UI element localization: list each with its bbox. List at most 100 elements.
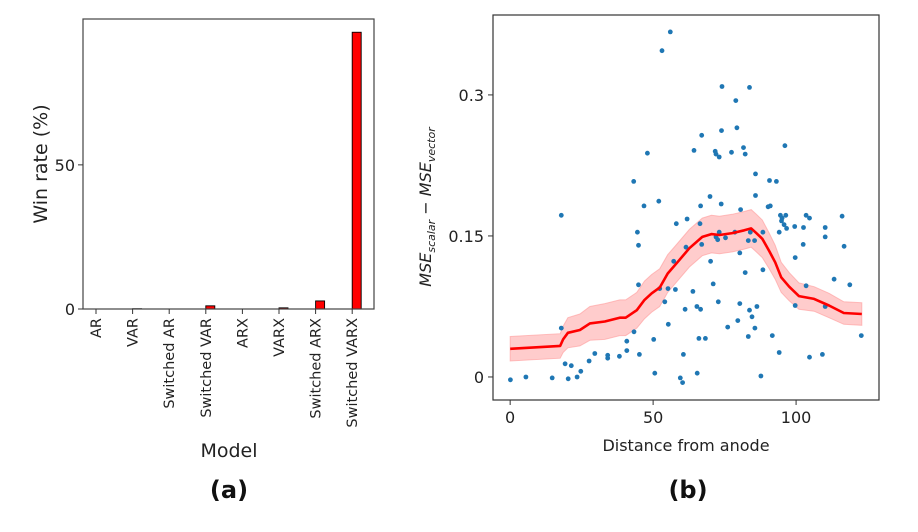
y-ticks: 0 50: [55, 156, 83, 319]
scatter-point: [767, 203, 773, 209]
scatter-point: [781, 222, 787, 228]
x-tick-label: 100: [781, 408, 812, 427]
bar-switched-varx: [351, 31, 362, 310]
scatter-point: [716, 229, 722, 235]
scatter-point: [776, 229, 782, 235]
scatter-point: [636, 282, 641, 288]
scatter-point: [725, 324, 731, 330]
scatter-point: [784, 226, 789, 231]
scatter-chart-panel: 00.150.3 0 50 100 MSEscalar − MSEvector Di…: [416, 14, 880, 504]
scatter-point: [733, 98, 739, 103]
x-ticks: AR VAR Switched AR Switched VAR ARX VARX Switc…: [89, 309, 361, 428]
scatter-point: [690, 289, 696, 294]
ylabel-base-1: MSE: [416, 252, 435, 287]
scatter-point: [631, 179, 637, 184]
scatter-point: [716, 154, 722, 160]
scatter-point: [719, 128, 724, 134]
scatter-point: [783, 212, 789, 218]
x-ticks: 0 50 100: [505, 400, 811, 427]
x-tick-label: 50: [643, 408, 663, 427]
x-tick-label: VARX: [272, 318, 288, 357]
axes-frame-a: [82, 18, 375, 310]
scatter-point: [696, 336, 702, 341]
scatter-point: [723, 235, 728, 241]
scatter-point: [715, 237, 721, 243]
scatter-point: [774, 179, 779, 184]
scatter-point: [754, 304, 760, 309]
scatter-point: [776, 350, 782, 355]
scatter-point: [574, 374, 580, 380]
scatter-point: [694, 370, 700, 376]
y-tick-label: 50: [55, 156, 75, 175]
scatter-points: [508, 29, 864, 385]
ylabel-base-2: MSE: [416, 161, 435, 196]
x-tick-label: Switched VARX: [345, 318, 361, 428]
scatter-point: [742, 151, 748, 157]
axes-frame-b: [492, 14, 880, 401]
scatter-point: [803, 283, 809, 289]
scatter-point: [758, 373, 764, 379]
scatter-point: [820, 352, 825, 357]
scatter-point: [792, 303, 798, 308]
scatter-point: [782, 143, 788, 149]
scatter-point: [635, 229, 640, 235]
ylabel-sub-1: scalar: [425, 218, 438, 252]
scatter-point: [641, 203, 647, 209]
scatter-point: [694, 304, 700, 309]
scatter-point: [558, 325, 564, 331]
scatter-point: [651, 337, 657, 342]
scatter-point: [847, 282, 853, 288]
x-tick-label: 0: [505, 408, 515, 427]
ylabel-operator: −: [416, 196, 435, 220]
scatter-point: [605, 355, 611, 361]
scatter-point: [800, 242, 806, 247]
scatter-point: [715, 299, 721, 305]
scatter-point: [698, 203, 703, 209]
scatter-point: [636, 242, 641, 248]
scatter-point: [753, 171, 758, 177]
scatter-point: [792, 224, 798, 229]
scatter-point: [578, 368, 584, 374]
scatter-point: [508, 377, 513, 383]
scatter-point: [680, 380, 685, 385]
y-tick-label: 0.3: [459, 86, 484, 105]
scatter-point: [652, 370, 658, 376]
scatter-point: [681, 352, 686, 357]
scatter-point: [747, 307, 752, 313]
x-tick-label: Switched ARX: [309, 318, 325, 419]
scatter-point: [656, 198, 662, 204]
scatter-point: [769, 333, 775, 338]
scatter-point: [523, 374, 529, 380]
scatter-point: [673, 221, 679, 227]
y-ticks: 0 0.15 0.3: [448, 86, 493, 387]
scatter-point: [749, 314, 755, 320]
plot-area-a: [83, 19, 374, 309]
scatter-point: [745, 238, 751, 244]
scatter-point: [760, 229, 766, 235]
bar-chart-panel: 0 50 AR VAR Switched AR Switched VAR ARX VARX S…: [30, 18, 375, 504]
scatter-point: [753, 193, 758, 198]
y-tick-label: 0: [474, 368, 484, 387]
scatter-point: [822, 225, 828, 230]
scatter-point: [617, 353, 622, 359]
scatter-point: [752, 325, 758, 331]
scatter-point: [742, 270, 748, 275]
scatter-point: [699, 132, 705, 138]
scatter-point: [659, 48, 665, 54]
scatter-point: [662, 299, 668, 305]
scatter-point: [729, 149, 734, 155]
scatter-point: [558, 212, 564, 218]
scatter-point: [713, 151, 719, 157]
y-axis-label: MSEscalar − MSEvector: [416, 126, 438, 287]
scatter-point: [682, 306, 688, 312]
scatter-point: [792, 255, 798, 260]
scatter-point: [624, 338, 630, 344]
scatter-point: [807, 215, 812, 221]
scatter-point: [562, 361, 568, 367]
scatter-point: [684, 216, 690, 222]
scatter-point: [747, 229, 753, 235]
scatter-point: [767, 178, 772, 183]
scatter-point: [631, 329, 637, 335]
scatter-point: [565, 376, 571, 382]
